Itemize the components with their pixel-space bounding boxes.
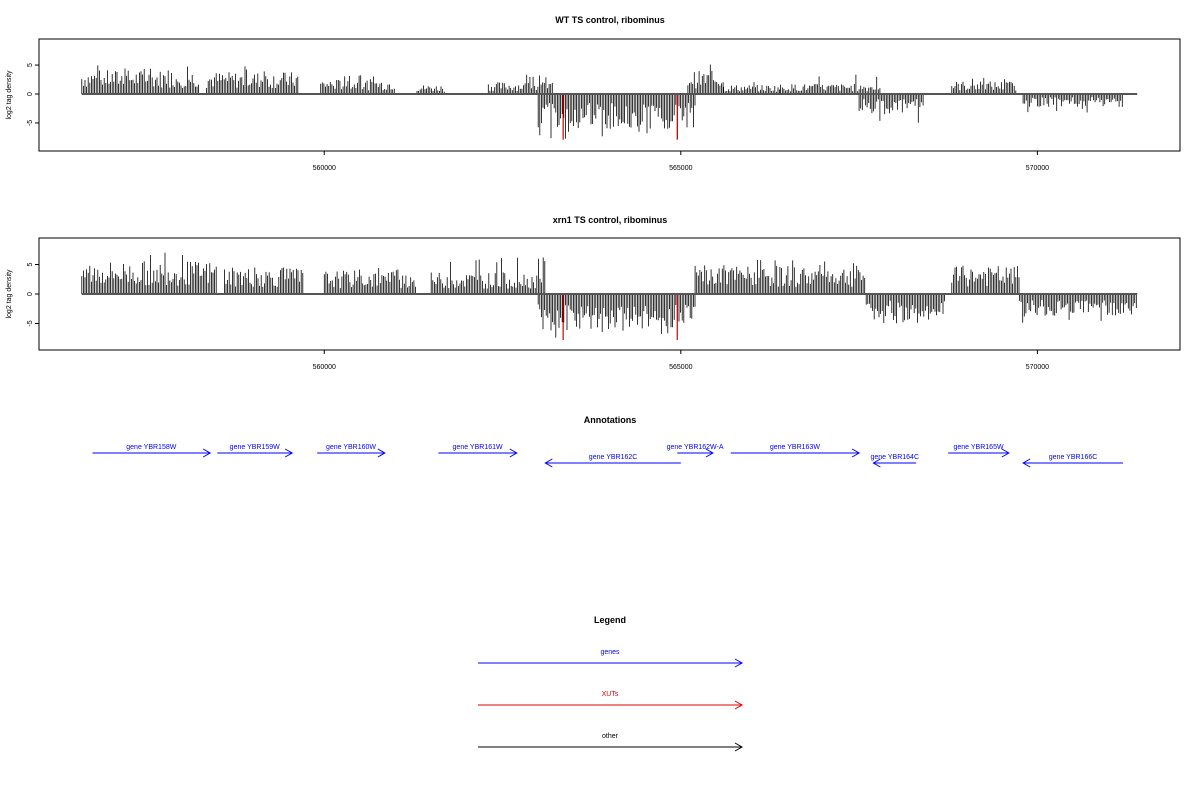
x-tick-label: 560000: [313, 364, 336, 371]
gene-label: gene YBR160W: [326, 444, 376, 451]
legend-arrow-head: [734, 742, 744, 752]
y-tick-label: 5: [27, 262, 34, 266]
annotations-panel: Annotations gene YBR158W gene YBR159W gene…: [92, 415, 1123, 468]
gene-arrow: gene YBR162C: [544, 454, 681, 468]
y-tick-label: 5: [27, 63, 34, 67]
legend-label: XUTs: [602, 691, 619, 698]
x-tick-label: 565000: [669, 364, 692, 371]
gene-arrow-head: [705, 448, 714, 458]
gene-arrow: gene YBR163W: [730, 444, 861, 458]
gene-arrow-head: [1001, 448, 1010, 458]
gene-arrow-head: [851, 448, 861, 458]
gene-arrow-head: [509, 448, 518, 458]
y-tick-label: 0: [27, 92, 34, 96]
y-tick-label: 0: [27, 292, 34, 296]
gene-label: gene YBR159W: [230, 444, 280, 451]
gene-arrow: gene YBR165W: [948, 444, 1010, 458]
gene-label: gene YBR162C: [589, 454, 638, 461]
gene-arrow-head: [202, 448, 212, 458]
gene-arrow: gene YBR159W: [217, 444, 294, 458]
gene-arrow: gene YBR160W: [317, 444, 386, 458]
xrn1-bars: [81, 252, 1137, 340]
legend-item: XUTs: [478, 691, 744, 710]
gene-label: gene YBR165W: [954, 444, 1004, 451]
xrn1-panel-title: xrn1 TS control, ribominus: [553, 215, 668, 225]
gene-arrow: gene YBR164C: [870, 454, 919, 468]
x-tick-label: 560000: [313, 165, 336, 172]
wt-bars: [81, 64, 1123, 140]
legend-arrow-head: [734, 700, 744, 710]
y-tick-label: -5: [27, 320, 34, 326]
gene-arrow-head: [377, 448, 386, 458]
gene-label: gene YBR158W: [126, 444, 176, 451]
gene-arrow-head: [872, 458, 881, 468]
gene-arrow: gene YBR166C: [1022, 454, 1123, 468]
wt-axes: -5 0 5 560000 565000 570000: [27, 63, 1138, 172]
x-tick-label: 570000: [1026, 364, 1049, 371]
legend-arrow-head: [734, 658, 744, 668]
gene-arrow: gene YBR158W: [92, 444, 212, 458]
xrn1-panel: xrn1 TS control, ribominus log2 tag dens…: [6, 215, 1181, 371]
gene-arrow-head: [284, 448, 294, 458]
gene-label: gene YBR163W: [770, 444, 820, 451]
gene-label: gene YBR161W: [453, 444, 503, 451]
wt-panel: WT TS control, ribominus log2 tag densit…: [6, 15, 1181, 172]
gene-arrow: gene YBR161W: [438, 444, 518, 458]
gene-arrow: gene YBR162W-A: [667, 444, 724, 458]
gene-label: gene YBR162W-A: [667, 444, 724, 451]
legend-label: genes: [600, 649, 620, 656]
annotations-title: Annotations: [584, 415, 637, 425]
legend-items: genes XUTs other: [478, 649, 744, 752]
x-tick-label: 570000: [1026, 165, 1049, 172]
y-tick-label: -5: [27, 120, 34, 126]
legend-label: other: [602, 733, 619, 740]
gene-arrow-head: [544, 458, 553, 468]
legend: Legend genes XUTs other: [478, 615, 744, 752]
xrn1-y-axis-label: log2 tag density: [6, 269, 13, 319]
legend-item: other: [478, 733, 744, 752]
xrn1-axes: -5 0 5 560000 565000 570000: [27, 262, 1138, 371]
gene-arrows: gene YBR158W gene YBR159W gene YBR160W gene…: [92, 444, 1123, 468]
gene-arrow-head: [1022, 458, 1031, 468]
wt-panel-title: WT TS control, ribominus: [555, 15, 665, 25]
gene-label: gene YBR166C: [1049, 454, 1098, 461]
gene-label: gene YBR164C: [870, 454, 919, 461]
legend-title: Legend: [594, 615, 626, 625]
x-tick-label: 565000: [669, 165, 692, 172]
legend-item: genes: [478, 649, 744, 668]
wt-plot-frame: [38, 38, 1181, 152]
wt-y-axis-label: log2 tag density: [6, 70, 13, 120]
